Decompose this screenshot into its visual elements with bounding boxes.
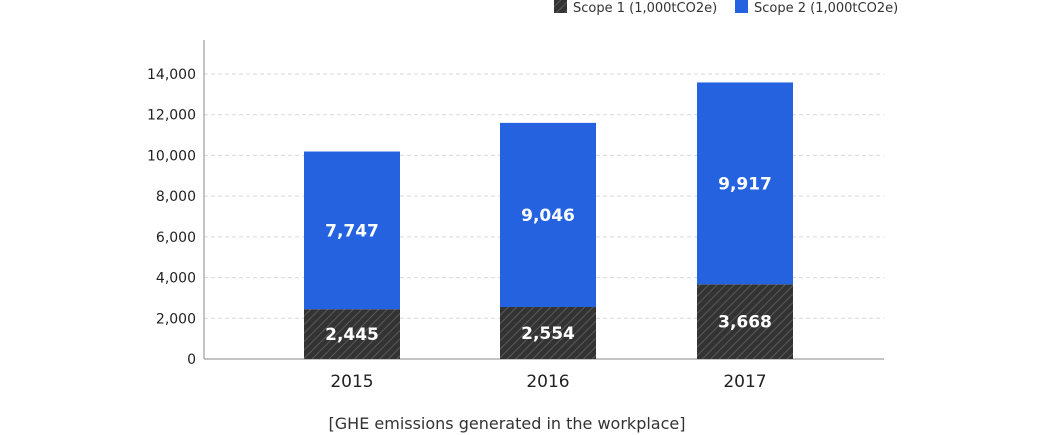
data-label: 9,917	[718, 174, 772, 194]
data-label: 2,445	[325, 325, 379, 345]
y-tick-label: 4,000	[156, 271, 196, 287]
y-tick-label: 2,000	[156, 311, 196, 327]
y-tick-label: 8,000	[156, 189, 196, 205]
bar-scope2-2016	[500, 122, 596, 308]
data-label: 9,046	[521, 206, 575, 226]
bar-scope2-2015	[304, 151, 400, 310]
bar-scope1-2017	[697, 284, 793, 359]
bars	[304, 82, 793, 359]
y-tick-label: 0	[187, 352, 196, 368]
y-tick-label: 14,000	[147, 67, 196, 83]
bar-scope1-2016	[500, 307, 596, 359]
y-tick-label: 12,000	[147, 108, 196, 124]
legend-swatch-scope2	[735, 0, 748, 13]
data-label: 2,554	[521, 324, 575, 344]
x-tick-label: 2017	[723, 372, 766, 392]
legend-label-scope1: Scope 1 (1,000tCO2e)	[573, 1, 717, 16]
data-label: 3,668	[718, 313, 772, 333]
legend-swatch-scope1	[554, 0, 567, 13]
data-labels: 2,445 7,747 2,554 9,046 3,668 9,917	[325, 174, 772, 345]
y-tick-label: 6,000	[156, 230, 196, 246]
legend-label-scope2: Scope 2 (1,000tCO2e)	[754, 1, 898, 16]
legend: Scope 1 (1,000tCO2e) Scope 2 (1,000tCO2e)	[554, 0, 898, 16]
bar-scope2-2017	[697, 82, 793, 285]
data-label: 7,747	[325, 221, 379, 241]
chart-caption: [GHE emissions generated in the workplac…	[329, 414, 686, 433]
y-tick-label: 10,000	[147, 148, 196, 164]
x-tick-label: 2016	[526, 372, 569, 392]
bar-scope1-2015	[304, 309, 400, 359]
x-tick-label: 2015	[330, 372, 373, 392]
